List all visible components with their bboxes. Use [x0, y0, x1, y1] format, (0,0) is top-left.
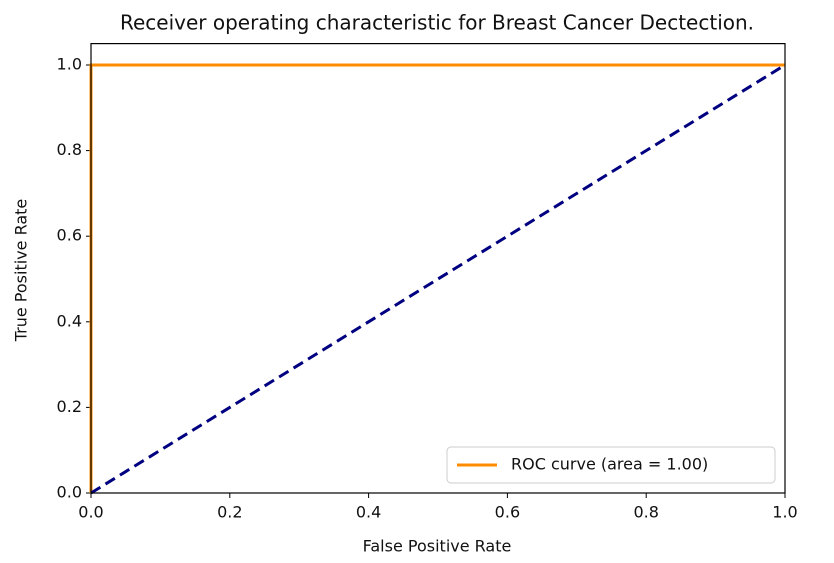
x-tick-label: 0.2 — [217, 503, 242, 522]
legend-box — [446, 446, 776, 484]
y-axis-label: True Positive Rate — [12, 199, 31, 343]
x-tick-label: 0.6 — [495, 503, 520, 522]
x-tick-label: 1.0 — [772, 503, 797, 522]
y-tick-label: 0.2 — [57, 397, 82, 416]
y-tick-label: 0.6 — [57, 226, 82, 245]
x-tick-label: 0.4 — [356, 503, 381, 522]
y-tick-label: 0.8 — [57, 140, 82, 159]
series-line — [90, 63, 786, 495]
legend-label: ROC curve (area = 1.00) — [511, 455, 708, 474]
y-tick-label: 1.0 — [57, 55, 82, 74]
y-tick-label: 0.4 — [57, 311, 82, 330]
x-tick-label: 0.8 — [633, 503, 658, 522]
plot-frame — [90, 42, 786, 494]
y-tick-label: 0.0 — [57, 483, 82, 502]
x-axis-label: False Positive Rate — [363, 537, 512, 556]
chart-title: Receiver operating characteristic for Br… — [120, 11, 754, 35]
x-tick-label: 0.0 — [78, 503, 103, 522]
